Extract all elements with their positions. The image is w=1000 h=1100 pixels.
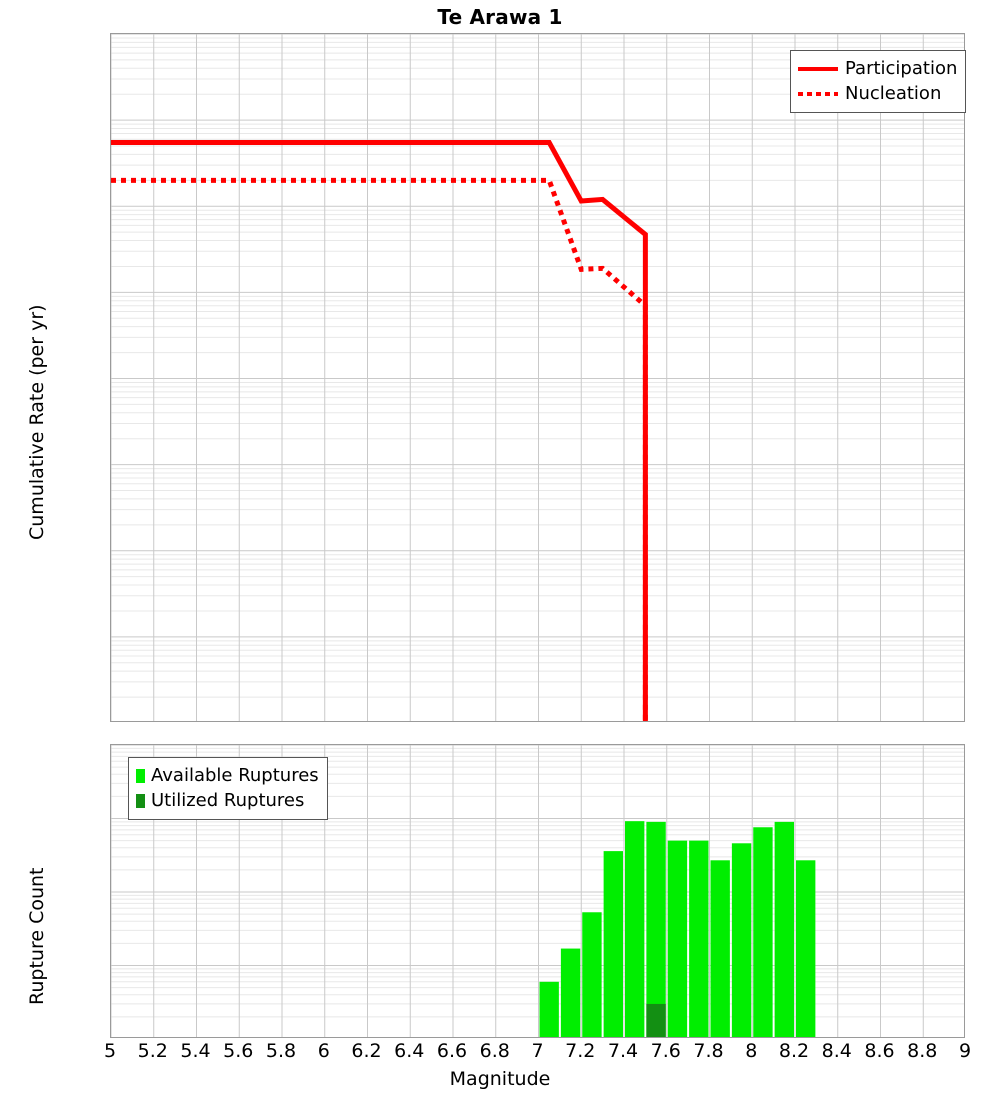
legend-label-utilized-ruptures: Utilized Ruptures xyxy=(151,790,304,811)
x-tick: 9 xyxy=(925,1040,1000,1062)
legend-label-nucleation: Nucleation xyxy=(845,83,941,104)
legend-item-available-ruptures: Available Ruptures xyxy=(136,763,319,788)
utilized-ruptures-swatch-icon xyxy=(136,794,145,808)
legend-item-participation: Participation xyxy=(798,56,957,81)
legend-item-utilized-ruptures: Utilized Ruptures xyxy=(136,788,319,813)
legend-label-available-ruptures: Available Ruptures xyxy=(151,765,319,786)
participation-line-icon xyxy=(798,60,838,77)
bottom-y-axis-label: Rupture Count xyxy=(26,868,48,1006)
x-axis-label: Magnitude xyxy=(0,1068,1000,1090)
available-ruptures-swatch-icon xyxy=(136,769,145,783)
bottom-legend: Available Ruptures Utilized Ruptures xyxy=(128,757,328,820)
legend-label-participation: Participation xyxy=(845,58,957,79)
figure: Te Arawa 1 Cumulative Rate (per yr) Part… xyxy=(0,0,1000,1100)
nucleation-line-icon xyxy=(798,85,838,102)
top-y-axis-label: Cumulative Rate (per yr) xyxy=(26,304,48,540)
top-legend: Participation Nucleation xyxy=(790,50,966,113)
top-plot-area xyxy=(111,34,964,721)
cumulative-rate-plot xyxy=(110,33,965,722)
legend-item-nucleation: Nucleation xyxy=(798,81,957,106)
page-title: Te Arawa 1 xyxy=(0,5,1000,29)
